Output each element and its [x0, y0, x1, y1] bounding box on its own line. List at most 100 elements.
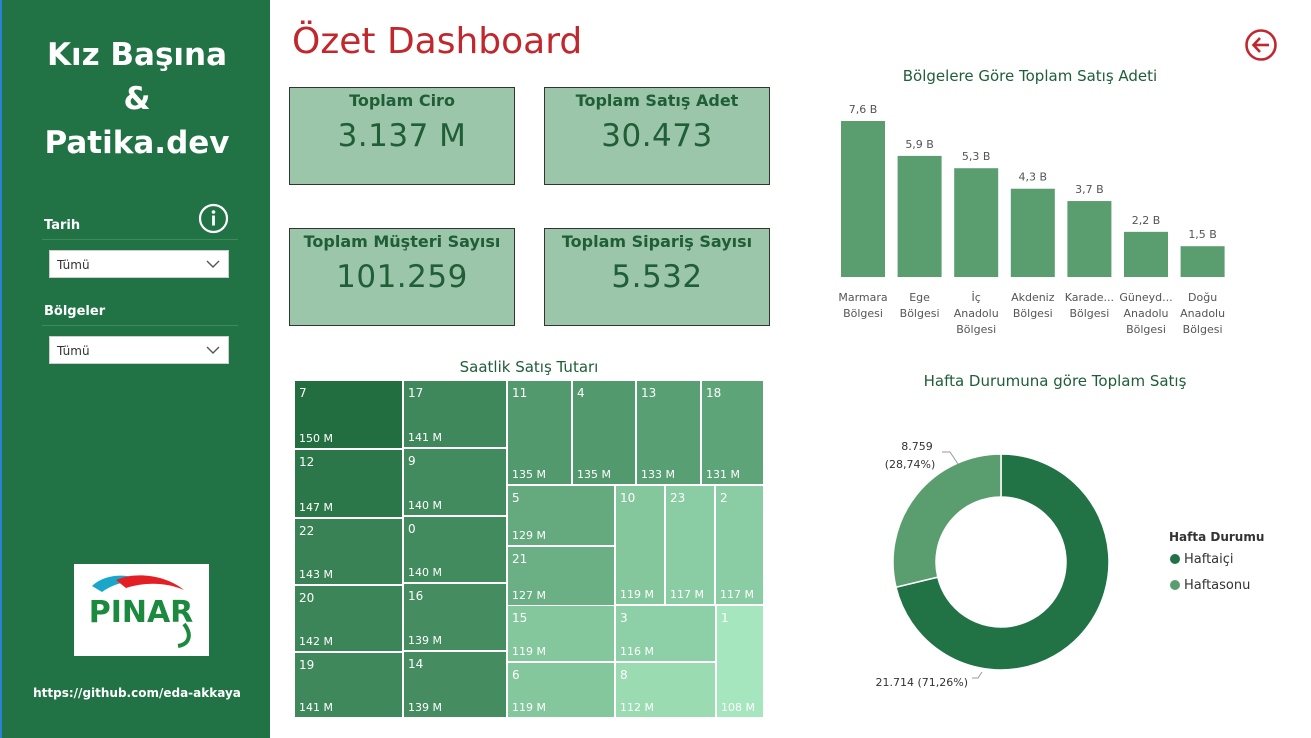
treemap-cell-value: 119 M [512, 701, 546, 714]
treemap-cell[interactable]: 4 135 M [572, 380, 636, 485]
logo-text: PINAR [89, 595, 194, 630]
chevron-down-icon [206, 260, 220, 268]
treemap-cell-value: 119 M [620, 588, 654, 601]
treemap-cell-value: 143 M [299, 568, 333, 581]
treemap-cell-value: 141 M [408, 431, 442, 444]
treemap-cell[interactable]: 1 108 M [716, 605, 764, 718]
treemap-cell-hour: 9 [408, 454, 416, 468]
treemap-cell[interactable]: 6 119 M [507, 662, 615, 718]
treemap-cell[interactable]: 20 142 M [294, 585, 403, 652]
bar-category-label: Ege Bölgesi [900, 291, 940, 320]
brand-line-3: Patika.dev [44, 125, 230, 161]
bar-data-label: 7,6 B [849, 103, 878, 116]
treemap-cell[interactable]: 19 141 M [294, 652, 403, 718]
treemap-cell-value: 117 M [720, 588, 754, 601]
treemap-cell-hour: 18 [706, 386, 722, 400]
treemap-cell-hour: 4 [577, 386, 585, 400]
treemap-cell-hour: 22 [299, 524, 315, 538]
chevron-down-icon [206, 346, 220, 354]
bar-data-label: 3,7 B [1075, 183, 1104, 196]
treemap-cell-hour: 20 [299, 591, 315, 605]
bar-category-label: Doğu Anadolu Bölgesi [1180, 291, 1225, 336]
treemap-cell-hour: 7 [299, 386, 307, 400]
kpi-label: Toplam Ciro [349, 91, 455, 110]
github-link[interactable]: https://github.com/eda-akkaya [33, 686, 241, 700]
bar[interactable] [1010, 188, 1055, 277]
treemap-cell[interactable]: 15 119 M [507, 605, 615, 662]
filter-label-date: Tarih [44, 218, 81, 233]
treemap-cell-value: 108 M [721, 701, 755, 714]
kpi-total-sales-qty: Toplam Satış Adet 30.473 [544, 87, 770, 185]
date-dropdown-value: Tümü [57, 258, 90, 272]
treemap-cell-value: 139 M [408, 701, 442, 714]
treemap-cell-hour: 2 [720, 491, 728, 505]
treemap-cell-hour: 17 [408, 386, 424, 400]
treemap-cell-value: 116 M [620, 645, 654, 658]
treemap-cell[interactable]: 0 140 M [403, 516, 507, 583]
treemap-cell-hour: 13 [641, 386, 657, 400]
kpi-value: 101.259 [336, 259, 468, 295]
divider [42, 325, 238, 326]
treemap-cell[interactable]: 22 143 M [294, 518, 403, 585]
treemap-cell[interactable]: 11 135 M [507, 380, 572, 485]
legend-item-weekday[interactable]: Haftaiçi [1170, 552, 1234, 567]
treemap-cell[interactable]: 8 112 M [615, 662, 716, 718]
treemap-cell[interactable]: 3 116 M [615, 605, 716, 662]
treemap-cell-value: 140 M [408, 499, 442, 512]
treemap-cell[interactable]: 7 150 M [294, 380, 403, 449]
kpi-value: 5.532 [611, 259, 703, 295]
treemap-cell[interactable]: 18 131 M [701, 380, 764, 485]
bar[interactable] [897, 155, 942, 277]
date-dropdown[interactable]: Tümü [49, 250, 229, 278]
brand-line-1: Kız Başına [46, 37, 228, 73]
treemap-cell[interactable]: 13 133 M [636, 380, 701, 485]
treemap-cell-hour: 5 [512, 491, 520, 505]
bar[interactable] [841, 121, 885, 277]
regions-dropdown[interactable]: Tümü [49, 336, 229, 364]
treemap-cell[interactable]: 9 140 M [403, 448, 507, 516]
donut-chart: 21.714 (71,26%) 8.759 (28,74%) [875, 440, 1110, 689]
treemap-cell-value: 142 M [299, 635, 333, 648]
treemap-cell[interactable]: 14 139 M [403, 651, 507, 718]
treemap-cell[interactable]: 10 119 M [615, 485, 665, 605]
bar[interactable] [1180, 246, 1225, 277]
donut-slice[interactable] [892, 453, 1002, 589]
kpi-label: Toplam Müşteri Sayısı [303, 232, 501, 251]
treemap-cell[interactable]: 17 141 M [403, 380, 507, 448]
treemap-cell[interactable]: 23 117 M [665, 485, 715, 605]
info-icon[interactable] [198, 203, 229, 234]
treemap-cell-value: 112 M [620, 701, 654, 714]
legend-label: Haftaiçi [1184, 552, 1234, 567]
pinar-logo-image: PINAR [89, 575, 194, 648]
treemap-cell-hour: 1 [721, 611, 729, 625]
treemap-cell[interactable]: 12 147 M [294, 449, 403, 518]
treemap-cell-hour: 19 [299, 658, 315, 672]
kpi-value: 30.473 [601, 118, 713, 154]
treemap-cell[interactable]: 2 117 M [715, 485, 764, 605]
treemap-cell-hour: 8 [620, 668, 628, 682]
regions-dropdown-value: Tümü [57, 344, 90, 358]
bar-category-label: Karade... Bölgesi [1065, 291, 1114, 320]
treemap-cell[interactable]: 21 127 M [507, 546, 615, 606]
legend-item-weekend[interactable]: Haftasonu [1170, 578, 1250, 593]
sidebar: Kız Başına & Patika.dev Tarih Tümü Bölge… [0, 0, 270, 738]
treemap-cell-hour: 15 [512, 611, 528, 625]
treemap-cell-value: 141 M [299, 701, 333, 714]
treemap-cell[interactable]: 16 139 M [403, 583, 507, 651]
bar-data-label: 2,2 B [1132, 214, 1161, 227]
divider [42, 239, 238, 240]
back-arrow-icon[interactable] [1244, 28, 1278, 62]
treemap-cell-hour: 21 [512, 552, 528, 566]
bar-category-label: Marmara Bölgesi [838, 291, 887, 320]
treemap-title: Saatlik Satış Tutarı [459, 358, 599, 376]
treemap-cell[interactable]: 5 129 M [507, 485, 615, 546]
bar[interactable] [1124, 231, 1168, 277]
treemap-cell-value: 150 M [299, 432, 333, 445]
leader-line [942, 451, 959, 465]
bar[interactable] [1067, 201, 1112, 277]
treemap-cell-value: 147 M [299, 501, 333, 514]
treemap-cell-value: 119 M [512, 645, 546, 658]
kpi-total-customers: Toplam Müşteri Sayısı 101.259 [289, 228, 515, 326]
donut-slice[interactable] [895, 453, 1110, 671]
bar[interactable] [954, 168, 999, 277]
